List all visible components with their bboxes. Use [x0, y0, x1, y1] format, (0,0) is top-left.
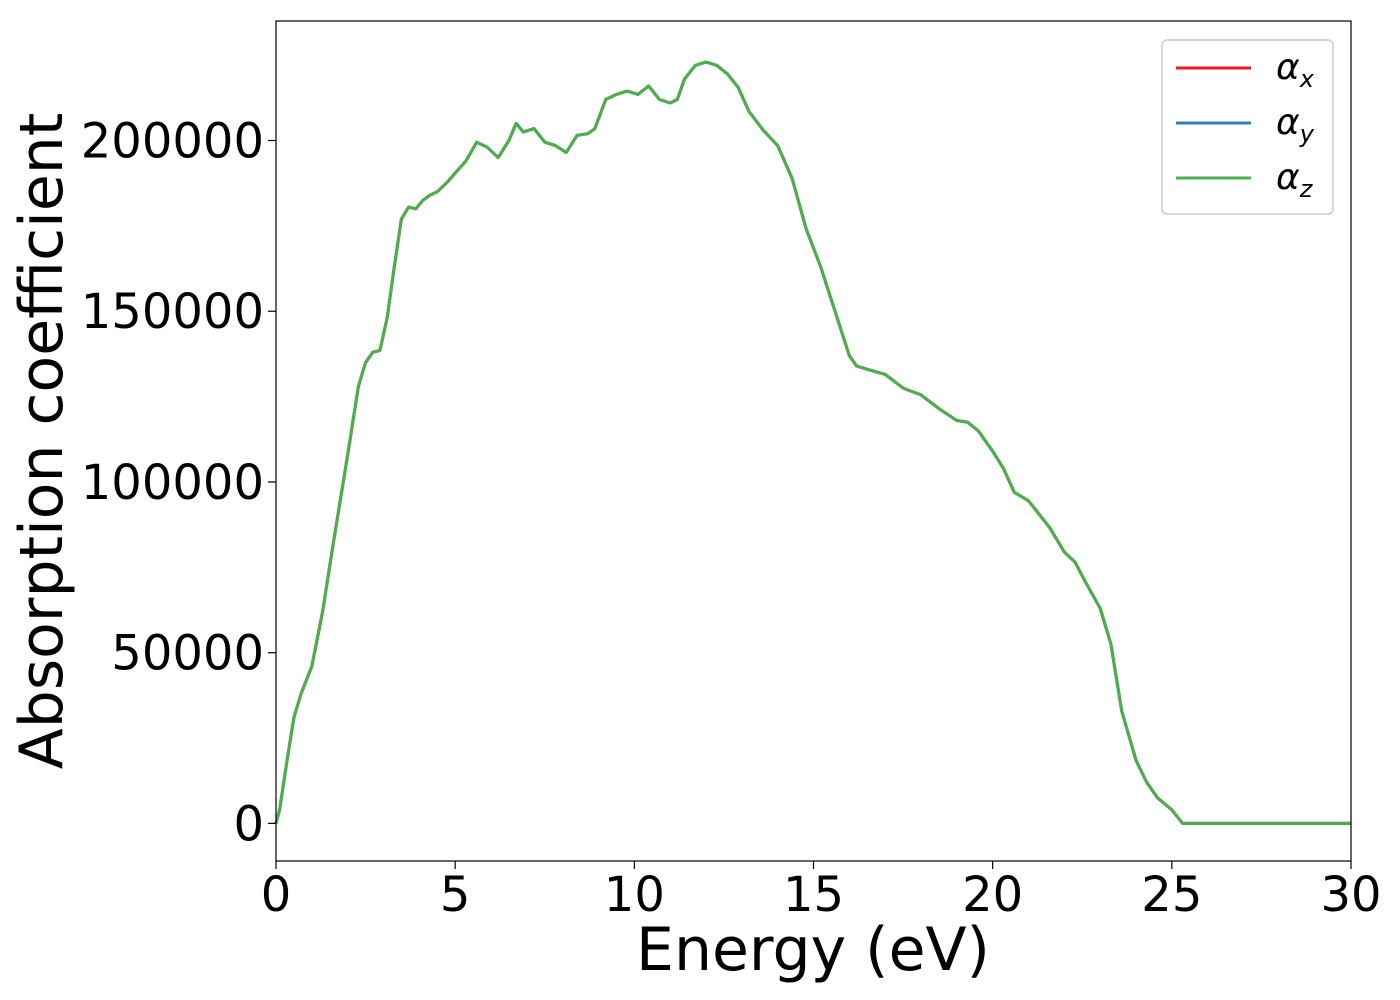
lines-layer	[274, 60, 1351, 825]
legend-label: αy	[1276, 102, 1315, 148]
legend-box	[1161, 39, 1334, 215]
x-tick-label: 25	[1141, 867, 1202, 923]
x-tick-label: 30	[1320, 867, 1381, 923]
x-tick-label: 20	[962, 867, 1023, 923]
series-line-alpha-z	[274, 60, 1351, 825]
legend: αx αy αz	[1161, 39, 1334, 215]
x-tick-label: 10	[604, 867, 665, 923]
x-tick-label: 0	[261, 867, 292, 923]
y-tick-label: 200000	[81, 114, 264, 170]
legend-label: αz	[1276, 157, 1314, 203]
x-axis-title: Energy (eV)	[636, 915, 990, 985]
y-axis: 0 50000 100000 150000 200000	[81, 114, 276, 852]
y-tick-label: 0	[233, 796, 264, 852]
y-axis-title: Absorption coefficient	[7, 113, 77, 770]
x-tick-label: 5	[440, 867, 471, 923]
legend-label: αx	[1276, 47, 1315, 93]
x-axis: 0 5 10 15 20 25 30	[261, 861, 1382, 923]
y-tick-label: 50000	[111, 626, 264, 682]
legend-entries: αx αy αz	[1176, 47, 1315, 203]
y-tick-label: 100000	[81, 455, 264, 511]
x-tick-label: 15	[783, 867, 844, 923]
y-tick-label: 150000	[81, 284, 264, 340]
